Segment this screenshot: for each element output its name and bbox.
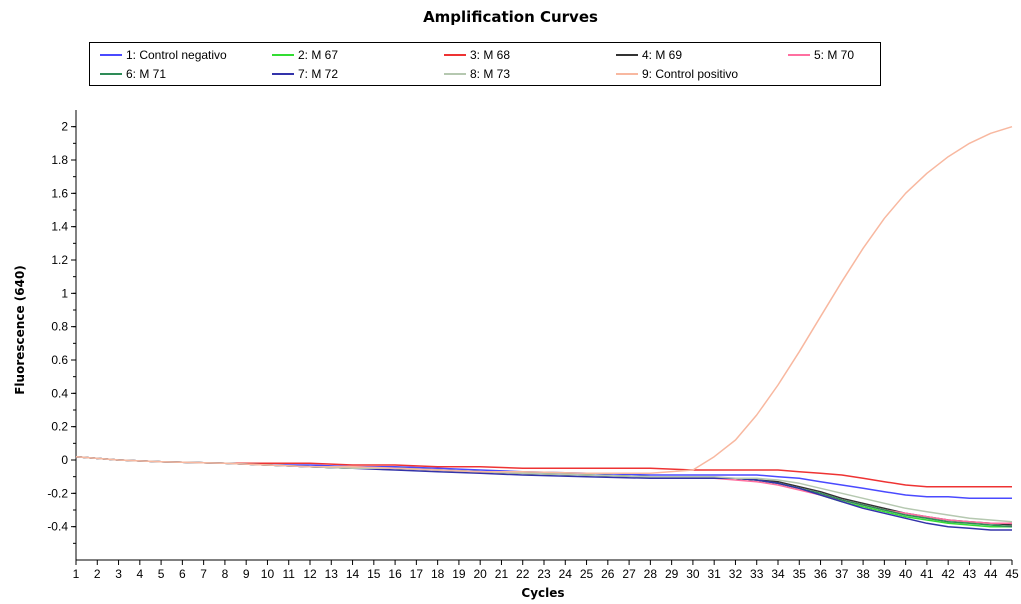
- x-tick-label: 16: [388, 567, 402, 581]
- legend-item-2: 2: M 67: [272, 46, 338, 64]
- x-tick-label: 35: [793, 567, 807, 581]
- legend-item-8: 8: M 73: [444, 65, 510, 83]
- x-tick-label: 3: [115, 567, 122, 581]
- y-tick-label: 0.2: [51, 420, 68, 434]
- legend-label: 7: M 72: [298, 67, 339, 81]
- x-tick-label: 23: [537, 567, 551, 581]
- x-tick-label: 15: [367, 567, 381, 581]
- legend-item-5: 5: M 70: [788, 46, 854, 64]
- legend-swatch: [272, 73, 294, 75]
- legend-label: 2: M 67: [298, 48, 339, 62]
- x-tick-label: 29: [665, 567, 679, 581]
- y-tick-label: -0.4: [47, 520, 68, 534]
- x-tick-label: 26: [601, 567, 615, 581]
- y-tick-label: 1.6: [51, 186, 68, 200]
- y-tick-label: 1.8: [51, 153, 68, 167]
- series-line-1: [75, 455, 1012, 500]
- legend-item-3: 3: M 68: [444, 46, 510, 64]
- x-tick-label: 27: [622, 567, 636, 581]
- x-tick-label: 5: [158, 567, 165, 581]
- x-tick-label: 30: [686, 567, 700, 581]
- x-tick-label: 38: [856, 567, 870, 581]
- series-line-4: [75, 455, 1013, 526]
- series-line-3: [75, 455, 1012, 488]
- chart-title: Amplification Curves: [423, 8, 598, 26]
- x-tick-label: 39: [878, 567, 892, 581]
- x-tick-label: 34: [771, 567, 785, 581]
- x-tick-label: 14: [346, 567, 360, 581]
- x-tick-label: 7: [200, 567, 207, 581]
- x-tick-label: 19: [452, 567, 466, 581]
- y-tick-label: 1.2: [51, 253, 68, 267]
- x-tick-label: 10: [261, 567, 275, 581]
- x-tick-label: 21: [495, 567, 509, 581]
- legend-swatch: [100, 73, 122, 75]
- legend-item-9: 9: Control positivo: [616, 65, 738, 83]
- legend-swatch: [444, 54, 466, 56]
- x-tick-label: 1: [73, 567, 80, 581]
- axes: [75, 110, 1012, 561]
- x-tick-label: 22: [516, 567, 530, 581]
- x-tick-label: 12: [303, 567, 317, 581]
- legend-label: 4: M 69: [642, 48, 683, 62]
- x-tick-label: 41: [920, 567, 934, 581]
- series-line-6: [75, 455, 1013, 528]
- x-tick-label: 6: [179, 567, 186, 581]
- x-tick-label: 24: [559, 567, 573, 581]
- legend-label: 1: Control negativo: [126, 48, 227, 62]
- x-tick-label: 28: [644, 567, 658, 581]
- x-tick-label: 37: [835, 567, 849, 581]
- ticks: -0.4-0.200.20.40.60.811.21.41.61.821 2 3 4 5…: [47, 120, 1019, 581]
- x-tick-label: 32: [729, 567, 743, 581]
- legend-label: 6: M 71: [126, 67, 167, 81]
- x-tick-label: 45: [1005, 567, 1019, 581]
- y-tick-label: 1.4: [51, 220, 68, 234]
- series-line-2: [75, 455, 1012, 528]
- x-tick-label: 44: [984, 567, 998, 581]
- y-tick-label: 0.4: [51, 386, 68, 400]
- series-lines: [75, 125, 1013, 531]
- x-tick-label: 8: [222, 567, 229, 581]
- x-tick-label: 42: [942, 567, 956, 581]
- x-tick-label: 43: [963, 567, 977, 581]
- legend-label: 3: M 68: [470, 48, 511, 62]
- legend-swatch: [272, 54, 294, 56]
- y-tick-label: 0.8: [51, 320, 68, 334]
- y-axis-label: Fluorescence (640): [13, 265, 27, 395]
- x-tick-label: 36: [814, 567, 828, 581]
- y-tick-label: 1: [61, 286, 68, 300]
- series-line-9: [75, 125, 1013, 475]
- x-tick-label: 25: [580, 567, 594, 581]
- y-tick-label: 2: [61, 120, 68, 134]
- x-tick-label: 33: [750, 567, 764, 581]
- x-tick-label: 13: [325, 567, 339, 581]
- legend-label: 5: M 70: [814, 48, 855, 62]
- legend-label: 9: Control positivo: [642, 67, 739, 81]
- x-axis-label: Cycles: [521, 586, 564, 600]
- x-tick-label: 20: [474, 567, 488, 581]
- x-tick-label: 17: [410, 567, 424, 581]
- legend-swatch: [444, 73, 466, 75]
- legend-swatch: [616, 73, 638, 75]
- x-tick-label: 40: [899, 567, 913, 581]
- y-tick-label: 0.6: [51, 353, 68, 367]
- x-tick-label: 11: [282, 567, 295, 581]
- legend-item-7: 7: M 72: [272, 65, 338, 83]
- x-tick-label: 2: [94, 567, 101, 581]
- legend-label: 8: M 73: [470, 67, 511, 81]
- legend-swatch: [788, 54, 810, 56]
- legend-swatch: [616, 54, 638, 56]
- y-tick-label: 0: [61, 453, 68, 467]
- x-tick-label: 31: [708, 567, 722, 581]
- legend-item-6: 6: M 71: [100, 65, 166, 83]
- legend-swatch: [100, 54, 122, 56]
- x-tick-label: 18: [431, 567, 445, 581]
- legend-item-4: 4: M 69: [616, 46, 682, 64]
- legend-item-1: 1: Control negativo: [100, 46, 227, 64]
- legend: 1: Control negativo 2: M 67 3: M 68 4: M 69…: [89, 42, 881, 86]
- x-tick-label: 9: [243, 567, 250, 581]
- y-tick-label: -0.2: [47, 486, 68, 500]
- x-tick-label: 4: [136, 567, 143, 581]
